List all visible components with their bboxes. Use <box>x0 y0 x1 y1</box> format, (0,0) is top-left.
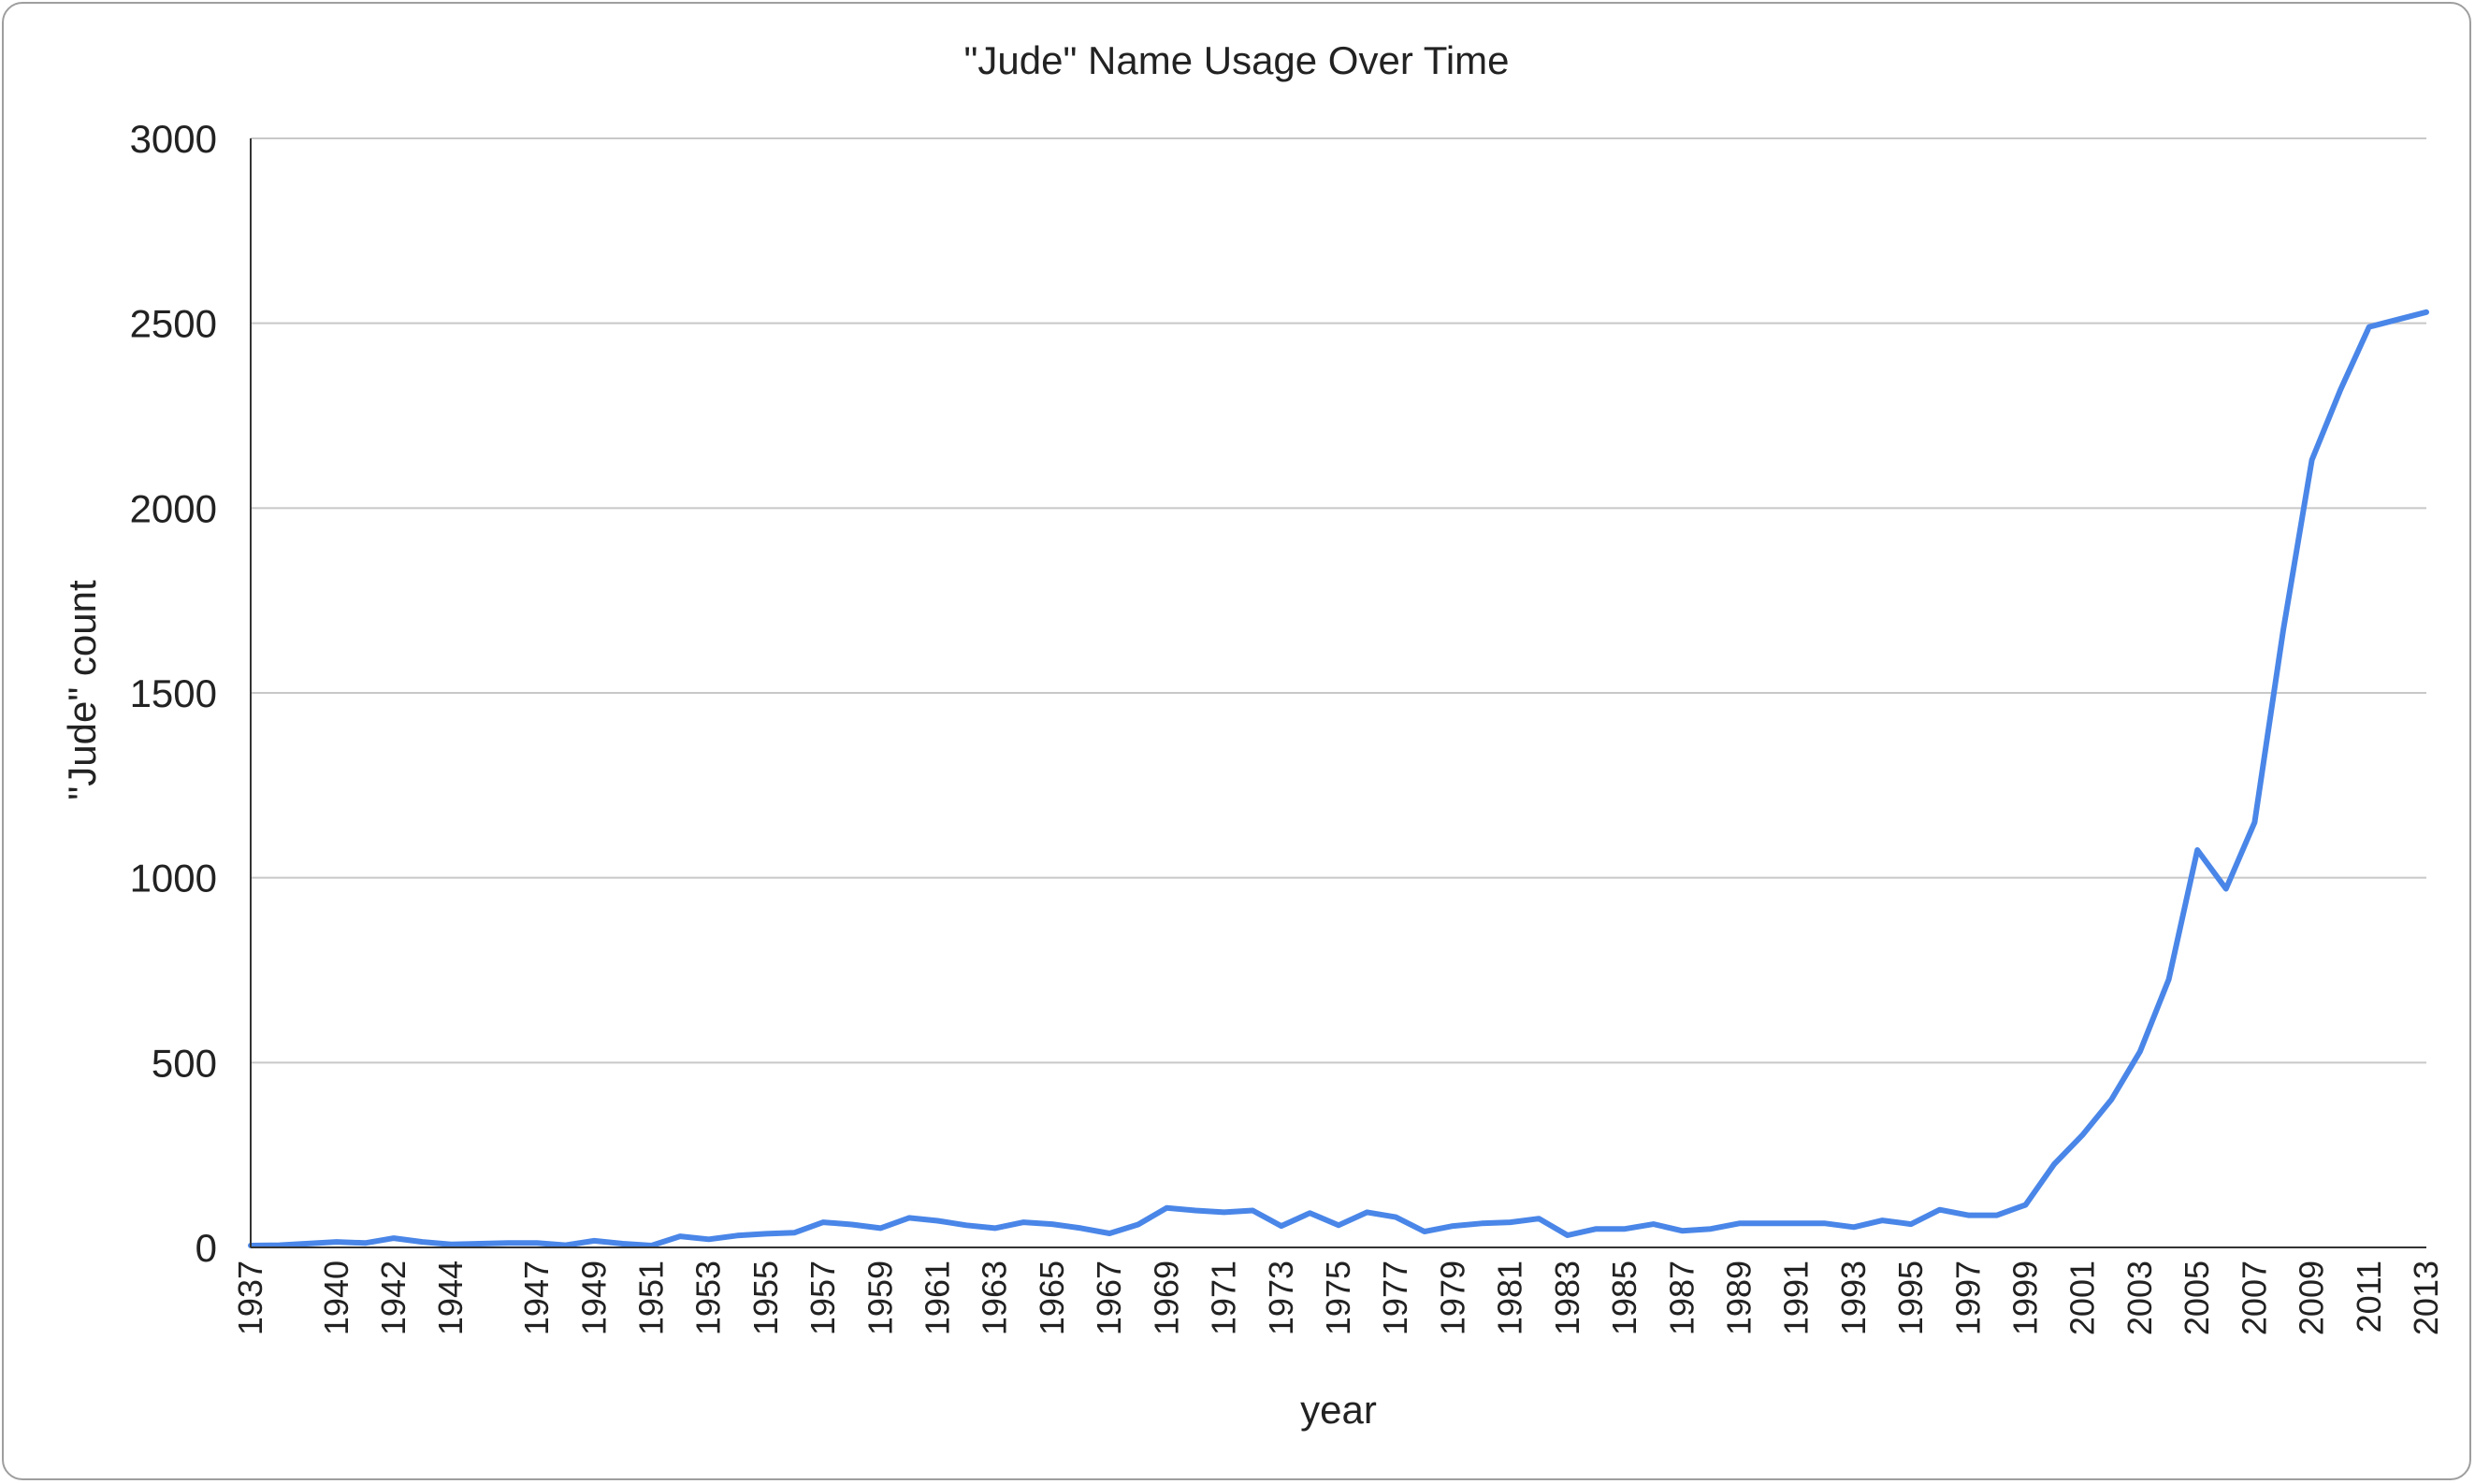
x-tick-label: 1965 <box>1033 1261 1071 1335</box>
y-tick-label: 500 <box>152 1041 217 1085</box>
chart-title: "Jude" Name Usage Over Time <box>963 38 1509 82</box>
gridlines <box>251 137 2426 1064</box>
x-tick-label: 1983 <box>1548 1261 1586 1335</box>
x-tick-label: 1985 <box>1605 1261 1643 1335</box>
y-tick-label: 2000 <box>130 486 217 530</box>
x-tick-label: 1953 <box>689 1261 728 1335</box>
x-tick-label: 1981 <box>1491 1261 1529 1335</box>
x-tick-label: 2013 <box>2407 1261 2445 1335</box>
x-tick-label: 1969 <box>1147 1261 1185 1335</box>
y-tick-label: 1000 <box>130 857 217 900</box>
x-tick-label: 1959 <box>861 1261 899 1335</box>
x-axis-label: year <box>1300 1388 1377 1432</box>
y-axis-label: "Jude" count <box>60 580 104 800</box>
y-tick-label: 2500 <box>130 302 217 346</box>
x-tick-labels: 1937 1940 1942 1944 1947 1949 1951 1953 1955 1957… <box>231 1261 2445 1335</box>
x-tick-label: 1944 <box>431 1261 470 1335</box>
x-tick-label: 1949 <box>574 1261 613 1335</box>
x-tick-label: 1993 <box>1834 1261 1873 1335</box>
x-tick-label: 2001 <box>2063 1261 2102 1335</box>
x-tick-label: 1963 <box>976 1261 1014 1335</box>
x-tick-label: 1979 <box>1433 1261 1471 1335</box>
x-tick-label: 1940 <box>317 1261 355 1335</box>
x-tick-label: 1991 <box>1777 1261 1816 1335</box>
x-tick-label: 1989 <box>1719 1261 1758 1335</box>
x-tick-label: 2009 <box>2293 1261 2331 1335</box>
x-tick-label: 1967 <box>1090 1261 1128 1335</box>
x-tick-label: 1997 <box>1948 1261 1987 1335</box>
x-tick-label: 1951 <box>631 1261 670 1335</box>
x-tick-label: 1937 <box>231 1261 269 1335</box>
x-tick-label: 1947 <box>517 1261 556 1335</box>
x-tick-label: 1961 <box>919 1261 957 1335</box>
x-tick-label: 1987 <box>1662 1261 1701 1335</box>
line-chart: 0 500 1000 1500 2000 2500 3000 1937 1940 1942 194… <box>60 38 2445 1432</box>
x-tick-label: 2005 <box>2178 1261 2216 1335</box>
x-tick-label: 1957 <box>803 1261 842 1335</box>
y-tick-label: 3000 <box>130 117 217 161</box>
x-tick-label: 1971 <box>1205 1261 1243 1335</box>
series-line <box>248 309 2429 1248</box>
x-tick-label: 1995 <box>1891 1261 1930 1335</box>
y-tick-label: 0 <box>195 1226 217 1270</box>
x-tick-label: 1942 <box>374 1261 412 1335</box>
y-tick-labels: 0 500 1000 1500 2000 2500 3000 <box>130 117 217 1270</box>
x-tick-label: 2007 <box>2235 1261 2273 1335</box>
x-tick-label: 2003 <box>2120 1261 2159 1335</box>
x-tick-label: 1977 <box>1376 1261 1414 1335</box>
x-tick-label: 1973 <box>1262 1261 1300 1335</box>
x-tick-label: 1999 <box>2006 1261 2045 1335</box>
x-tick-label: 1955 <box>746 1261 785 1335</box>
x-tick-label: 2011 <box>2350 1261 2388 1333</box>
y-tick-label: 1500 <box>130 671 217 715</box>
x-tick-label: 1975 <box>1319 1261 1357 1335</box>
